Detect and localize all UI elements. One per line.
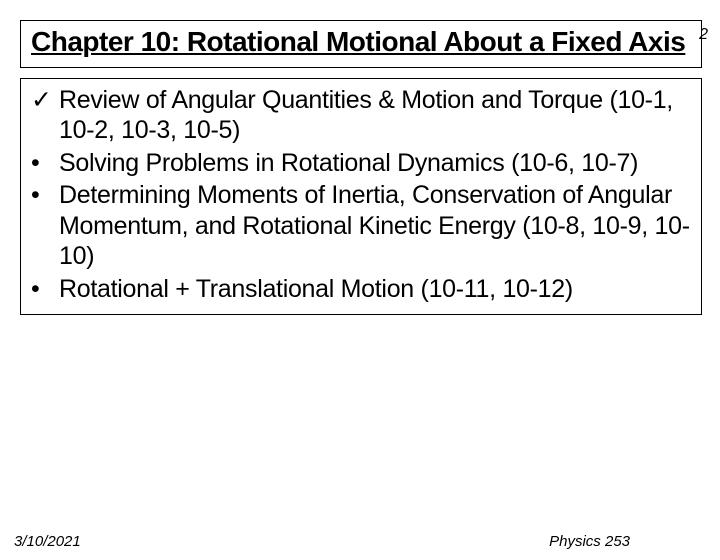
bullet-icon: • xyxy=(31,180,39,211)
bullet-item: • Solving Problems in Rotational Dynamic… xyxy=(59,148,691,179)
bullet-text: Review of Angular Quantities & Motion an… xyxy=(59,86,673,145)
bullet-item: • Rotational + Translational Motion (10-… xyxy=(59,274,691,305)
slide-number: 2 xyxy=(699,26,708,44)
title-box: Chapter 10: Rotational Motional About a … xyxy=(20,20,702,68)
check-icon: ✓ xyxy=(31,85,52,116)
bullet-icon: • xyxy=(31,274,39,305)
body-box: ✓ Review of Angular Quantities & Motion … xyxy=(20,78,702,316)
bullet-item: • Determining Moments of Inertia, Conser… xyxy=(59,180,691,272)
bullet-item: ✓ Review of Angular Quantities & Motion … xyxy=(59,85,691,146)
bullet-text: Determining Moments of Inertia, Conserva… xyxy=(59,181,690,270)
bullet-list: ✓ Review of Angular Quantities & Motion … xyxy=(31,85,691,305)
bullet-text: Solving Problems in Rotational Dynamics … xyxy=(59,149,638,177)
bullet-text: Rotational + Translational Motion (10-11… xyxy=(59,275,573,303)
bullet-icon: • xyxy=(31,148,39,179)
footer-date: 3/10/2021 xyxy=(14,533,81,550)
footer-course: Physics 253 xyxy=(549,533,630,550)
slide-title: Chapter 10: Rotational Motional About a … xyxy=(31,25,691,59)
